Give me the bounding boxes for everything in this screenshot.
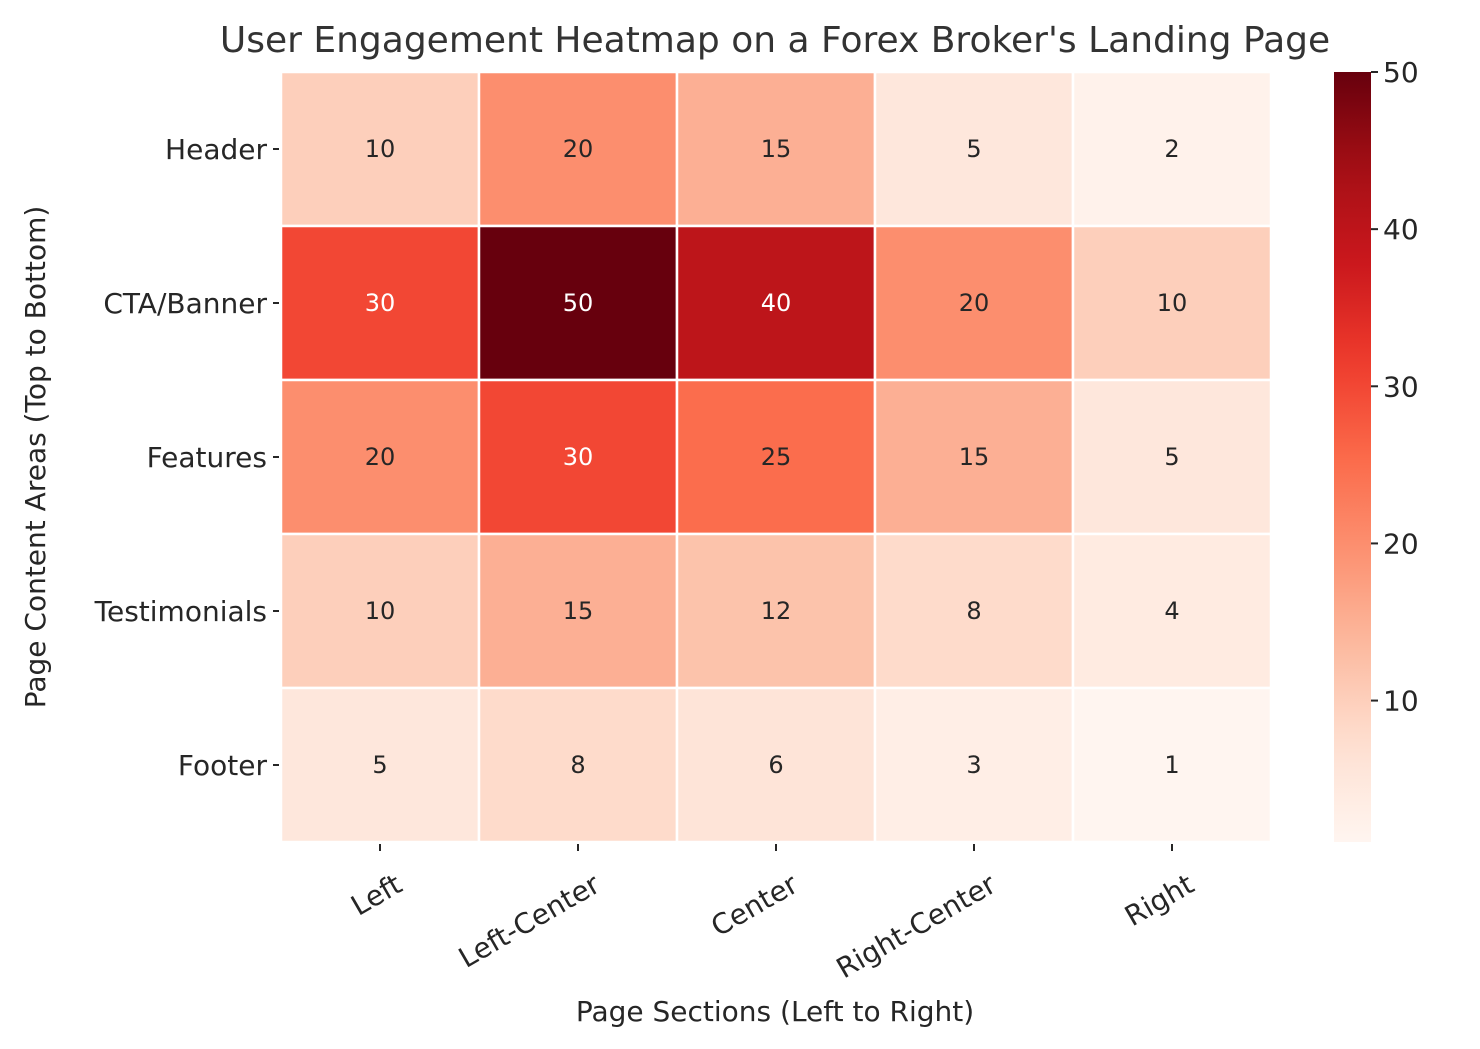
colorbar: 10 20 30 40 50 <box>1334 56 1419 842</box>
cell-value-label: 5 <box>372 751 387 779</box>
colorbar-tick-label: 50 <box>1383 56 1419 89</box>
heatmap-cell <box>675 532 877 690</box>
cell-value-label: 30 <box>563 443 594 471</box>
cell-value-label: 15 <box>761 135 792 163</box>
colorbar-tick-label: 40 <box>1383 213 1419 246</box>
cell-value-label: 50 <box>563 289 594 317</box>
heatmap-cell <box>477 532 679 690</box>
heatmap-cell <box>279 532 481 690</box>
heatmap-cell <box>477 378 679 536</box>
cell-value-label: 20 <box>563 135 594 163</box>
cell-value-label: 25 <box>761 443 792 471</box>
heatmap-cell <box>279 70 481 228</box>
chart-title: User Engagement Heatmap on a Forex Broke… <box>220 20 1330 61</box>
colorbar-tick-label: 10 <box>1383 685 1419 718</box>
cell-value-label: 20 <box>365 443 396 471</box>
heatmap-cell <box>279 686 481 844</box>
x-tick-label: Center <box>705 867 804 943</box>
cell-value-label: 1 <box>1164 751 1179 779</box>
cell-value-label: 12 <box>761 597 792 625</box>
heatmap-cell <box>477 686 679 844</box>
cell-value-label: 5 <box>1164 443 1179 471</box>
cell-value-label: 8 <box>966 597 981 625</box>
x-tick-label: Right <box>1119 867 1199 932</box>
heatmap-cell-labels: 10 20 15 5 2 30 50 40 20 10 20 30 25 15 5 10 15 12 8 4 5 8 6 3 1 <box>365 135 1188 779</box>
cell-value-label: 15 <box>959 443 990 471</box>
heatmap-cell <box>873 532 1075 690</box>
cell-value-label: 20 <box>959 289 990 317</box>
heatmap-cell <box>873 70 1075 228</box>
heatmap-cell <box>279 224 481 382</box>
y-tick-label: Footer <box>178 749 268 782</box>
heatmap-cell <box>675 70 877 228</box>
x-axis-ticks: Left Left-Center Center Right-Center Right <box>345 844 1200 985</box>
heatmap-cell <box>1071 224 1273 382</box>
cell-value-label: 3 <box>966 751 981 779</box>
y-tick-label: Testimonials <box>94 595 267 628</box>
x-tick-label: Right-Center <box>831 867 1002 985</box>
cell-value-label: 2 <box>1164 135 1179 163</box>
x-axis-label: Page Sections (Left to Right) <box>576 995 974 1028</box>
x-tick-label: Left <box>345 867 407 922</box>
y-tick-label: Header <box>165 133 267 166</box>
cell-value-label: 6 <box>768 751 783 779</box>
heatmap-cell <box>1071 686 1273 844</box>
cell-value-label: 30 <box>365 289 396 317</box>
x-tick-label: Left-Center <box>453 867 606 974</box>
heatmap-cell <box>873 378 1075 536</box>
heatmap-cell <box>1071 532 1273 690</box>
heatmap-cell <box>675 686 877 844</box>
y-tick-label: Features <box>147 441 267 474</box>
cell-value-label: 10 <box>365 597 396 625</box>
cell-value-label: 8 <box>570 751 585 779</box>
heatmap-cell <box>1071 378 1273 536</box>
colorbar-tick-label: 20 <box>1383 527 1419 560</box>
cell-value-label: 10 <box>365 135 396 163</box>
y-axis-ticks: Header CTA/Banner Features Testimonials Foot… <box>94 133 279 782</box>
cell-value-label: 40 <box>761 289 792 317</box>
cell-value-label: 5 <box>966 135 981 163</box>
y-tick-label: CTA/Banner <box>103 287 267 320</box>
colorbar-gradient <box>1334 72 1371 842</box>
cell-value-label: 10 <box>1157 289 1188 317</box>
heatmap-cell <box>675 224 877 382</box>
y-axis-label: Page Content Areas (Top to Bottom) <box>19 206 52 709</box>
heatmap-cell <box>477 70 679 228</box>
heatmap-cells <box>279 70 1273 844</box>
cell-value-label: 4 <box>1164 597 1179 625</box>
colorbar-tick-label: 30 <box>1383 370 1419 403</box>
cell-value-label: 15 <box>563 597 594 625</box>
